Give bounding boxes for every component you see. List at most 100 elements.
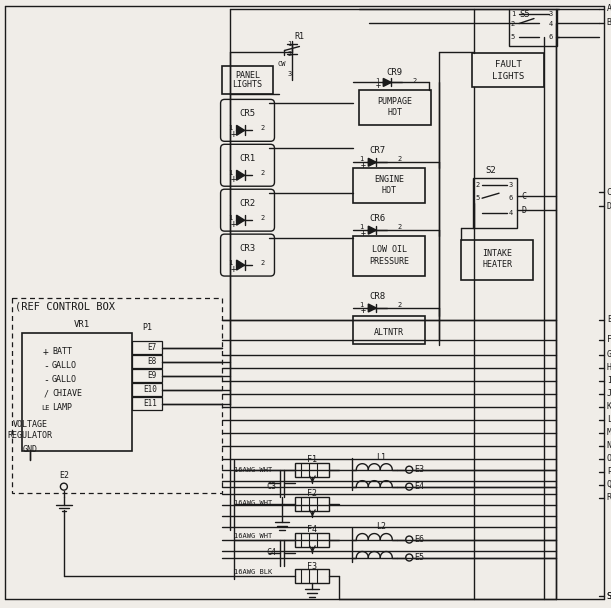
Text: 1: 1 — [359, 224, 364, 230]
Text: 1: 1 — [359, 302, 364, 308]
Text: +: + — [230, 264, 236, 274]
Text: 6: 6 — [549, 33, 553, 40]
Text: BATT: BATT — [52, 347, 72, 356]
Text: 2: 2 — [397, 156, 401, 162]
Text: 1: 1 — [511, 10, 515, 16]
Bar — [296, 497, 329, 511]
Text: C4: C4 — [266, 548, 277, 557]
Text: F2: F2 — [307, 489, 317, 498]
Text: 16AWG WHT: 16AWG WHT — [233, 467, 272, 472]
Text: -: - — [43, 375, 49, 385]
Text: PRESSURE: PRESSURE — [369, 257, 409, 266]
Text: +: + — [43, 347, 49, 357]
Text: +: + — [361, 306, 366, 316]
Bar — [296, 533, 329, 547]
Text: /: / — [43, 389, 48, 398]
Text: O: O — [607, 454, 611, 463]
Bar — [132, 369, 162, 382]
Text: VR1: VR1 — [74, 320, 90, 330]
Text: S: S — [607, 592, 611, 601]
Text: E10: E10 — [143, 385, 156, 395]
Polygon shape — [368, 158, 376, 166]
Text: 4: 4 — [509, 210, 513, 216]
Text: FAULT: FAULT — [494, 60, 521, 69]
Text: -: - — [43, 361, 49, 371]
Polygon shape — [368, 226, 376, 234]
Text: 2: 2 — [260, 125, 265, 131]
Text: F3: F3 — [307, 562, 317, 571]
Text: CR9: CR9 — [386, 68, 402, 77]
Text: 2: 2 — [397, 224, 401, 230]
Text: ENGINE: ENGINE — [375, 174, 404, 184]
Text: A: A — [607, 4, 611, 13]
Text: GALLO: GALLO — [52, 361, 77, 370]
Text: 1: 1 — [359, 156, 364, 162]
Text: N: N — [607, 441, 611, 451]
Text: 1: 1 — [287, 41, 291, 47]
Text: PUMPAGE: PUMPAGE — [378, 97, 413, 106]
Text: 2: 2 — [511, 21, 515, 27]
Text: +: + — [230, 174, 236, 184]
Text: Q: Q — [607, 480, 611, 489]
Text: VOLTAGE: VOLTAGE — [12, 420, 48, 429]
Bar — [353, 168, 425, 203]
Text: L1: L1 — [376, 453, 386, 462]
Text: GND: GND — [23, 445, 37, 454]
Polygon shape — [368, 304, 376, 312]
Text: INTAKE: INTAKE — [482, 249, 512, 258]
Bar — [359, 91, 431, 125]
Text: +: + — [376, 81, 381, 90]
Text: E4: E4 — [414, 482, 424, 491]
Text: +: + — [230, 130, 236, 139]
Text: (REF CONTROL BOX: (REF CONTROL BOX — [15, 302, 115, 312]
Text: CW: CW — [277, 61, 286, 67]
Text: 1: 1 — [229, 170, 233, 176]
Text: E6: E6 — [414, 535, 424, 544]
Text: 3: 3 — [549, 10, 553, 16]
Text: K: K — [607, 402, 611, 411]
Text: F4: F4 — [307, 525, 317, 534]
Text: D: D — [607, 202, 611, 211]
Text: CR6: CR6 — [369, 213, 386, 223]
Text: C: C — [521, 192, 526, 201]
Bar — [473, 178, 517, 228]
Text: E3: E3 — [414, 465, 424, 474]
Text: F1: F1 — [307, 455, 317, 464]
Text: 2: 2 — [260, 260, 265, 266]
Text: 3: 3 — [287, 71, 291, 77]
Text: G: G — [607, 350, 611, 359]
Text: PANEL: PANEL — [235, 71, 260, 80]
Text: E9: E9 — [147, 371, 156, 381]
Text: F: F — [607, 336, 611, 344]
Bar — [461, 240, 533, 280]
Bar — [296, 570, 329, 584]
Text: +: + — [230, 219, 236, 229]
Text: CR8: CR8 — [369, 291, 386, 300]
Text: 5: 5 — [511, 33, 515, 40]
Bar — [132, 355, 162, 368]
Text: L2: L2 — [376, 522, 386, 531]
Text: L: L — [607, 415, 611, 424]
Text: M: M — [607, 428, 611, 437]
Text: LIGHTS: LIGHTS — [492, 72, 524, 81]
Bar — [509, 9, 557, 46]
Text: ALTNTR: ALTNTR — [375, 328, 404, 337]
Bar — [353, 236, 425, 276]
Bar — [22, 333, 132, 451]
Bar — [472, 54, 544, 88]
Text: P: P — [607, 467, 611, 476]
Bar — [12, 298, 222, 492]
Text: 1: 1 — [229, 260, 233, 266]
Text: +: + — [361, 161, 366, 170]
Bar — [353, 316, 425, 344]
Text: LE: LE — [42, 405, 50, 411]
Text: E: E — [607, 316, 611, 325]
Text: 2: 2 — [287, 52, 291, 58]
Text: R: R — [607, 493, 611, 502]
Text: LIGHTS: LIGHTS — [233, 80, 263, 89]
Text: LAMP: LAMP — [52, 403, 72, 412]
Text: CR1: CR1 — [240, 154, 255, 163]
Text: 2: 2 — [412, 78, 416, 85]
Text: E11: E11 — [143, 399, 156, 409]
Text: +: + — [361, 229, 366, 238]
